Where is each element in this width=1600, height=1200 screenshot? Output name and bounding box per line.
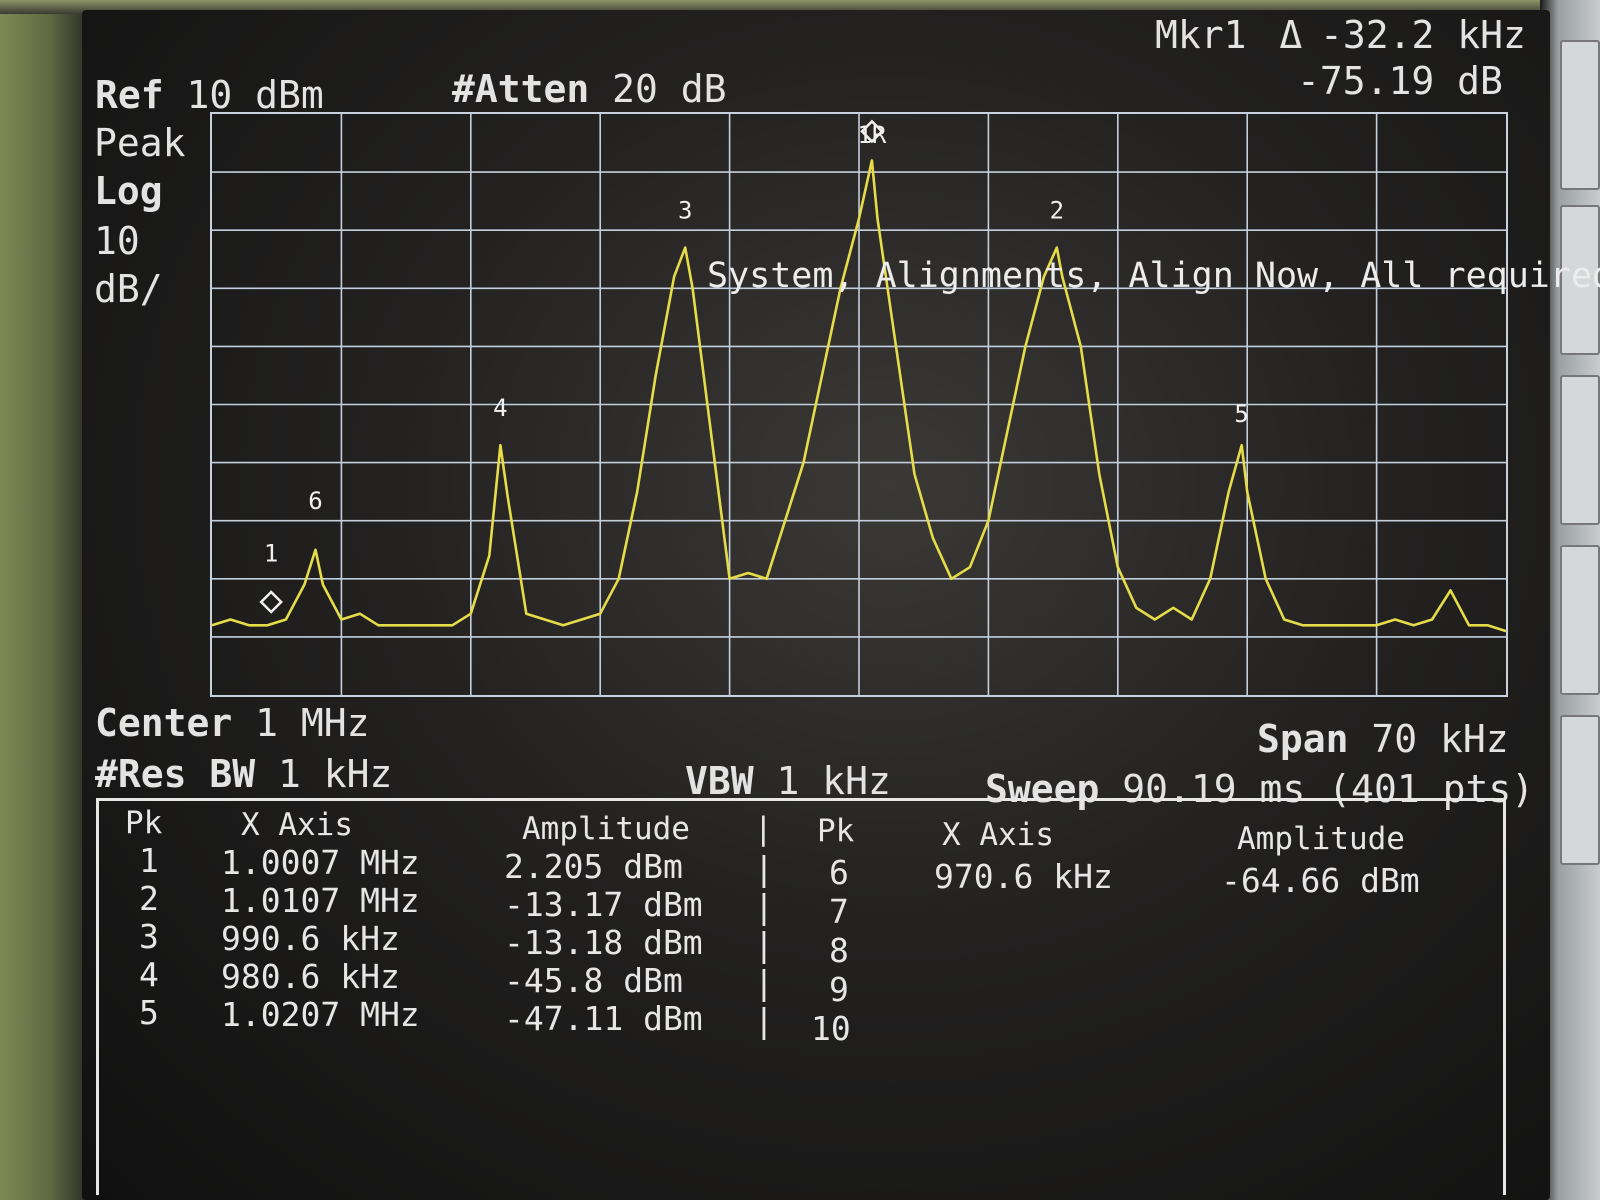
table-separator: |: [754, 1001, 774, 1040]
scale-type: Log: [94, 169, 163, 213]
span: Span 70 kHz: [1257, 717, 1509, 761]
table-right-amp-1: -64.66 dBm: [1221, 861, 1420, 900]
table-left-pk-5: 5: [139, 993, 159, 1032]
header-xaxis-right: X Axis: [942, 817, 1054, 853]
marker-frequency: -32.2 kHz: [1320, 13, 1526, 57]
graticule: [212, 114, 1506, 695]
softkey-1[interactable]: [1560, 40, 1600, 190]
attenuation: #Atten 20 dB: [452, 67, 727, 111]
table-right-pk-4: 9: [829, 970, 849, 1009]
peak-marker-label: 3: [678, 197, 692, 225]
peak-table: Pk X Axis Amplitude | Pk X Axis Amplitud…: [96, 800, 1506, 1195]
video-bandwidth: VBW 1 kHz: [685, 759, 891, 803]
softkey-3[interactable]: [1560, 375, 1600, 525]
peak-marker-label: 4: [493, 394, 507, 422]
peak-marker-label: 5: [1234, 400, 1248, 428]
table-left-pk-2: 2: [139, 879, 159, 918]
table-divider: [96, 798, 1506, 801]
table-separator: |: [754, 925, 774, 964]
table-left-x-4: 980.6 kHz: [221, 957, 400, 996]
analyzer-screen: Mkr1 Δ -32.2 kHz -75.19 dB Ref 10 dBm #A…: [82, 10, 1600, 1200]
header-separator: |: [754, 811, 773, 847]
marker-diamond-delta[interactable]: [259, 590, 283, 614]
softkey-5[interactable]: [1560, 715, 1600, 865]
softkey-2[interactable]: [1560, 205, 1600, 355]
table-right-pk-1: 6: [829, 853, 849, 892]
table-left-pk-1: 1: [139, 841, 159, 880]
table-left-amp-1: 2.205 dBm: [504, 847, 683, 886]
table-right-x-1: 970.6 kHz: [934, 857, 1113, 896]
table-left-amp-3: -13.18 dBm: [504, 923, 703, 962]
table-right-pk-5: 10: [811, 1009, 851, 1048]
table-left-x-1: 1.0007 MHz: [221, 843, 420, 882]
table-left-amp-4: -45.8 dBm: [504, 961, 683, 1000]
peak-marker-label: 6: [308, 487, 322, 515]
header-pk-right: Pk: [817, 813, 855, 849]
table-separator: |: [754, 887, 774, 926]
table-left-x-3: 990.6 kHz: [221, 919, 400, 958]
resolution-bandwidth: #Res BW 1 kHz: [95, 752, 393, 796]
header-amplitude-right: Amplitude: [1237, 821, 1405, 857]
table-right-pk-3: 8: [829, 931, 849, 970]
monitor-bezel-left: [0, 0, 90, 1200]
marker-amplitude: -75.19 dB: [1297, 59, 1503, 103]
header-pk-left: Pk: [125, 805, 163, 841]
spectrum-trace: [211, 159, 1507, 633]
scale-per-division: 10: [94, 219, 140, 263]
table-left-amp-5: -47.11 dBm: [504, 999, 703, 1038]
peak-marker-label: 1R: [857, 121, 886, 149]
table-right-pk-2: 7: [829, 892, 849, 931]
delta-icon: Δ: [1279, 13, 1303, 57]
header-xaxis-left: X Axis: [241, 807, 353, 843]
table-left-pk-3: 3: [139, 917, 159, 956]
table-left-pk-4: 4: [139, 955, 159, 994]
center-frequency: Center 1 MHz: [95, 701, 370, 745]
detector-mode: Peak: [94, 121, 186, 165]
sweep-time: Sweep 90.19 ms (401 pts): [985, 767, 1535, 811]
alignment-message: System, Alignments, Align Now, All requi…: [707, 256, 1600, 296]
table-separator: |: [754, 963, 774, 1002]
softkey-4[interactable]: [1560, 545, 1600, 695]
reference-level: Ref 10 dBm: [95, 73, 324, 117]
table-left-amp-2: -13.17 dBm: [504, 885, 703, 924]
marker-label: Mkr1 Δ: [1155, 13, 1303, 57]
peak-marker-label: 2: [1050, 197, 1064, 225]
marker-diamond-ref[interactable]: [860, 119, 884, 144]
scale-unit: dB/: [94, 267, 163, 311]
peak-marker-label: 1: [264, 539, 278, 567]
spectrum-trace-area: 1 6 4 3 1R 2 5: [211, 119, 1507, 633]
table-left-x-2: 1.0107 MHz: [221, 881, 420, 920]
spectrum-plot: 1 6 4 3 1R 2 5 System, Alignments, Align Now, …: [210, 112, 1600, 697]
table-left-x-5: 1.0207 MHz: [221, 995, 420, 1034]
table-separator: |: [754, 849, 774, 888]
header-amplitude-left: Amplitude: [522, 811, 690, 847]
